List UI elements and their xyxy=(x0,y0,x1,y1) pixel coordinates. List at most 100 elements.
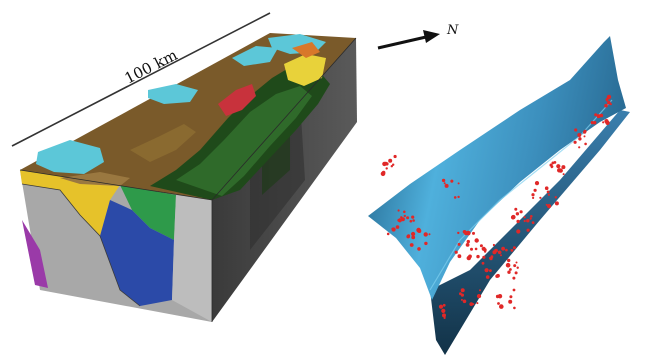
seismic-point xyxy=(523,219,526,223)
seismic-point xyxy=(395,225,400,229)
top-unit-orange xyxy=(292,42,320,58)
seismic-point xyxy=(556,164,561,169)
seismic-point xyxy=(489,269,492,272)
seismic-point xyxy=(482,255,486,259)
seismic-point xyxy=(523,216,526,219)
seismic-point xyxy=(457,195,460,199)
seismic-point xyxy=(531,221,535,225)
seismic-point xyxy=(516,229,521,234)
seismic-point xyxy=(554,196,557,199)
seismic-point xyxy=(508,299,513,304)
seismic-point xyxy=(512,288,516,292)
seismic-point xyxy=(391,227,396,232)
seismic-point xyxy=(465,243,470,247)
seismic-point xyxy=(392,163,395,166)
seismic-point xyxy=(562,173,565,176)
seismic-point xyxy=(507,270,511,274)
seismic-point xyxy=(500,254,502,257)
seismic-point xyxy=(497,250,502,255)
seismic-point xyxy=(490,255,494,259)
seismic-point xyxy=(511,214,516,220)
seismic-point xyxy=(409,243,414,247)
top-unit-green-belt xyxy=(176,86,312,196)
seismic-point xyxy=(441,178,446,183)
seismic-point xyxy=(546,190,550,194)
seismic-point xyxy=(406,234,411,239)
top-unit-olive xyxy=(130,124,196,162)
seismic-point xyxy=(516,219,520,224)
seismic-point xyxy=(509,295,513,299)
seismic-point xyxy=(474,238,479,243)
seismic-point xyxy=(457,242,461,246)
seismic-point xyxy=(578,137,582,141)
seismic-point xyxy=(412,219,415,222)
seismic-point xyxy=(442,303,446,307)
seismic-point xyxy=(472,231,475,235)
seismic-point xyxy=(489,257,491,259)
front-unit-light-grey xyxy=(172,195,212,322)
seismic-point xyxy=(547,193,551,196)
seismic-point xyxy=(397,219,400,222)
seismic-point xyxy=(530,215,533,218)
fault-surface-model xyxy=(368,36,630,355)
seismic-point xyxy=(481,261,485,265)
seismic-point xyxy=(577,133,582,137)
seismic-point xyxy=(547,204,552,209)
seismic-point xyxy=(470,247,473,251)
block-top-face xyxy=(20,33,356,200)
seismic-point xyxy=(513,306,516,310)
seismic-point xyxy=(438,304,444,309)
seismic-point xyxy=(423,232,428,237)
seismic-point xyxy=(605,98,609,102)
seismic-point xyxy=(526,219,530,223)
seismic-point xyxy=(593,121,597,125)
top-unit-cyan-mid xyxy=(148,84,198,104)
seismic-point xyxy=(495,274,499,278)
seismic-point xyxy=(529,217,532,220)
seismic-point xyxy=(599,113,604,118)
seismic-point xyxy=(450,179,454,183)
seismic-point xyxy=(534,181,540,186)
north-arrow: N xyxy=(377,23,459,50)
seismicity-points xyxy=(380,94,612,319)
seismic-point xyxy=(390,165,393,168)
seismic-point xyxy=(509,268,512,271)
seismic-point xyxy=(411,231,416,237)
seismic-point xyxy=(453,196,457,199)
seismic-point xyxy=(526,228,530,232)
seismic-point xyxy=(472,303,475,306)
north-arrow-label: N xyxy=(446,23,459,38)
seismic-point xyxy=(386,232,390,236)
seismic-point xyxy=(497,302,500,305)
seismic-point xyxy=(406,216,410,220)
seismic-point xyxy=(505,248,508,252)
seismic-point xyxy=(594,113,598,117)
seismic-point xyxy=(583,135,586,138)
seismic-point xyxy=(545,203,548,206)
seismic-point xyxy=(385,167,388,170)
seismic-point xyxy=(590,121,594,125)
seismic-point xyxy=(485,275,490,279)
seismic-point xyxy=(544,186,549,190)
seismic-point xyxy=(460,293,464,297)
seismic-point xyxy=(533,188,537,192)
seismic-point xyxy=(443,316,446,319)
seismic-point xyxy=(479,244,483,248)
seismic-point xyxy=(551,161,555,165)
front-unit-green xyxy=(120,185,176,240)
seismic-point xyxy=(584,142,587,146)
geological-block xyxy=(19,33,357,322)
top-unit-yellow xyxy=(284,54,326,86)
seismic-point xyxy=(604,103,608,108)
seismic-point xyxy=(479,289,481,292)
seismic-point xyxy=(466,239,470,244)
seismic-point xyxy=(393,154,397,159)
seismic-point xyxy=(492,250,497,255)
seismic-point xyxy=(505,262,511,268)
seismic-point xyxy=(607,100,611,105)
seismic-point xyxy=(578,146,581,149)
seismic-point xyxy=(442,313,446,318)
seismic-point xyxy=(513,264,517,268)
front-unit-purple xyxy=(22,220,48,288)
